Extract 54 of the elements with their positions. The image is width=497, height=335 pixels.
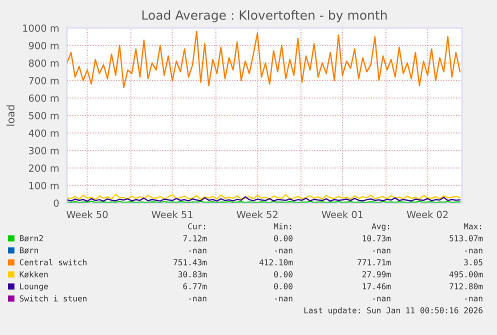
text: 495.00m <box>449 271 483 278</box>
text: Cur: <box>188 223 206 230</box>
y-axis-title: load <box>6 105 14 126</box>
text: 751.43m <box>174 259 207 266</box>
text: -nan <box>465 248 482 254</box>
y-tick-label: 900 m <box>28 42 59 50</box>
legend-label: Køkken <box>20 271 48 278</box>
y-tick-label: 600 m <box>28 94 59 102</box>
x-tick-label: Week 52 <box>236 210 278 218</box>
text: 3.05 <box>464 259 482 266</box>
text: 10.73m <box>362 235 391 242</box>
x-tick-label: Week 02 <box>406 210 448 218</box>
text: 412.10m <box>259 259 293 266</box>
text: 771.71m <box>358 259 391 266</box>
text: 17.46m <box>362 283 391 290</box>
y-tick-label: 500 m <box>28 112 59 120</box>
text: -nan <box>189 296 206 302</box>
chart-title: Load Average : Klovertoften - by month <box>142 10 387 22</box>
text: 27.99m <box>362 271 391 278</box>
y-tick-label: 1000 m <box>23 24 59 32</box>
y-tick-label: 300 m <box>28 146 59 154</box>
text: 6.77m <box>183 283 207 290</box>
text: 712.80m <box>450 283 483 290</box>
text: -nan <box>465 296 482 302</box>
y-tick-label: 800 m <box>28 59 59 67</box>
x-tick-label: Week 51 <box>152 210 192 218</box>
legend-label: Børn2 <box>20 235 43 242</box>
text: Min: <box>274 223 292 230</box>
legend-label: Central switch <box>20 259 86 266</box>
text: 513.07m <box>450 235 483 242</box>
line-series <box>67 30 461 88</box>
text: Avg: <box>372 223 390 231</box>
y-tick-label: 100 m <box>29 182 59 190</box>
text: 0.00 <box>274 235 292 242</box>
text: 0.00 <box>274 283 292 290</box>
y-tick-label: 0 <box>54 199 59 207</box>
text: Last update: Sun Jan 11 00:50:16 2026 <box>304 307 482 315</box>
text: -nan <box>275 296 292 302</box>
text: 7.12m <box>183 235 207 242</box>
legend-label: Switch i stuen <box>20 295 86 302</box>
text: 30.83m <box>178 271 207 278</box>
text: -nan <box>373 296 390 302</box>
y-tick-label: 700 m <box>29 76 59 84</box>
y-tick-label: 200 m <box>28 164 59 172</box>
text: 0.00 <box>274 271 292 278</box>
legend-label: Lounge <box>20 283 48 292</box>
legend-label: Børn <box>20 247 38 254</box>
text: Max: <box>464 223 482 230</box>
text: -nan <box>275 248 292 254</box>
x-tick-label: Week 01 <box>322 210 363 218</box>
y-tick-label: 400 m <box>28 129 59 137</box>
x-tick-label: Week 50 <box>66 210 108 218</box>
text: -nan <box>373 248 390 254</box>
text: -nan <box>189 248 206 254</box>
